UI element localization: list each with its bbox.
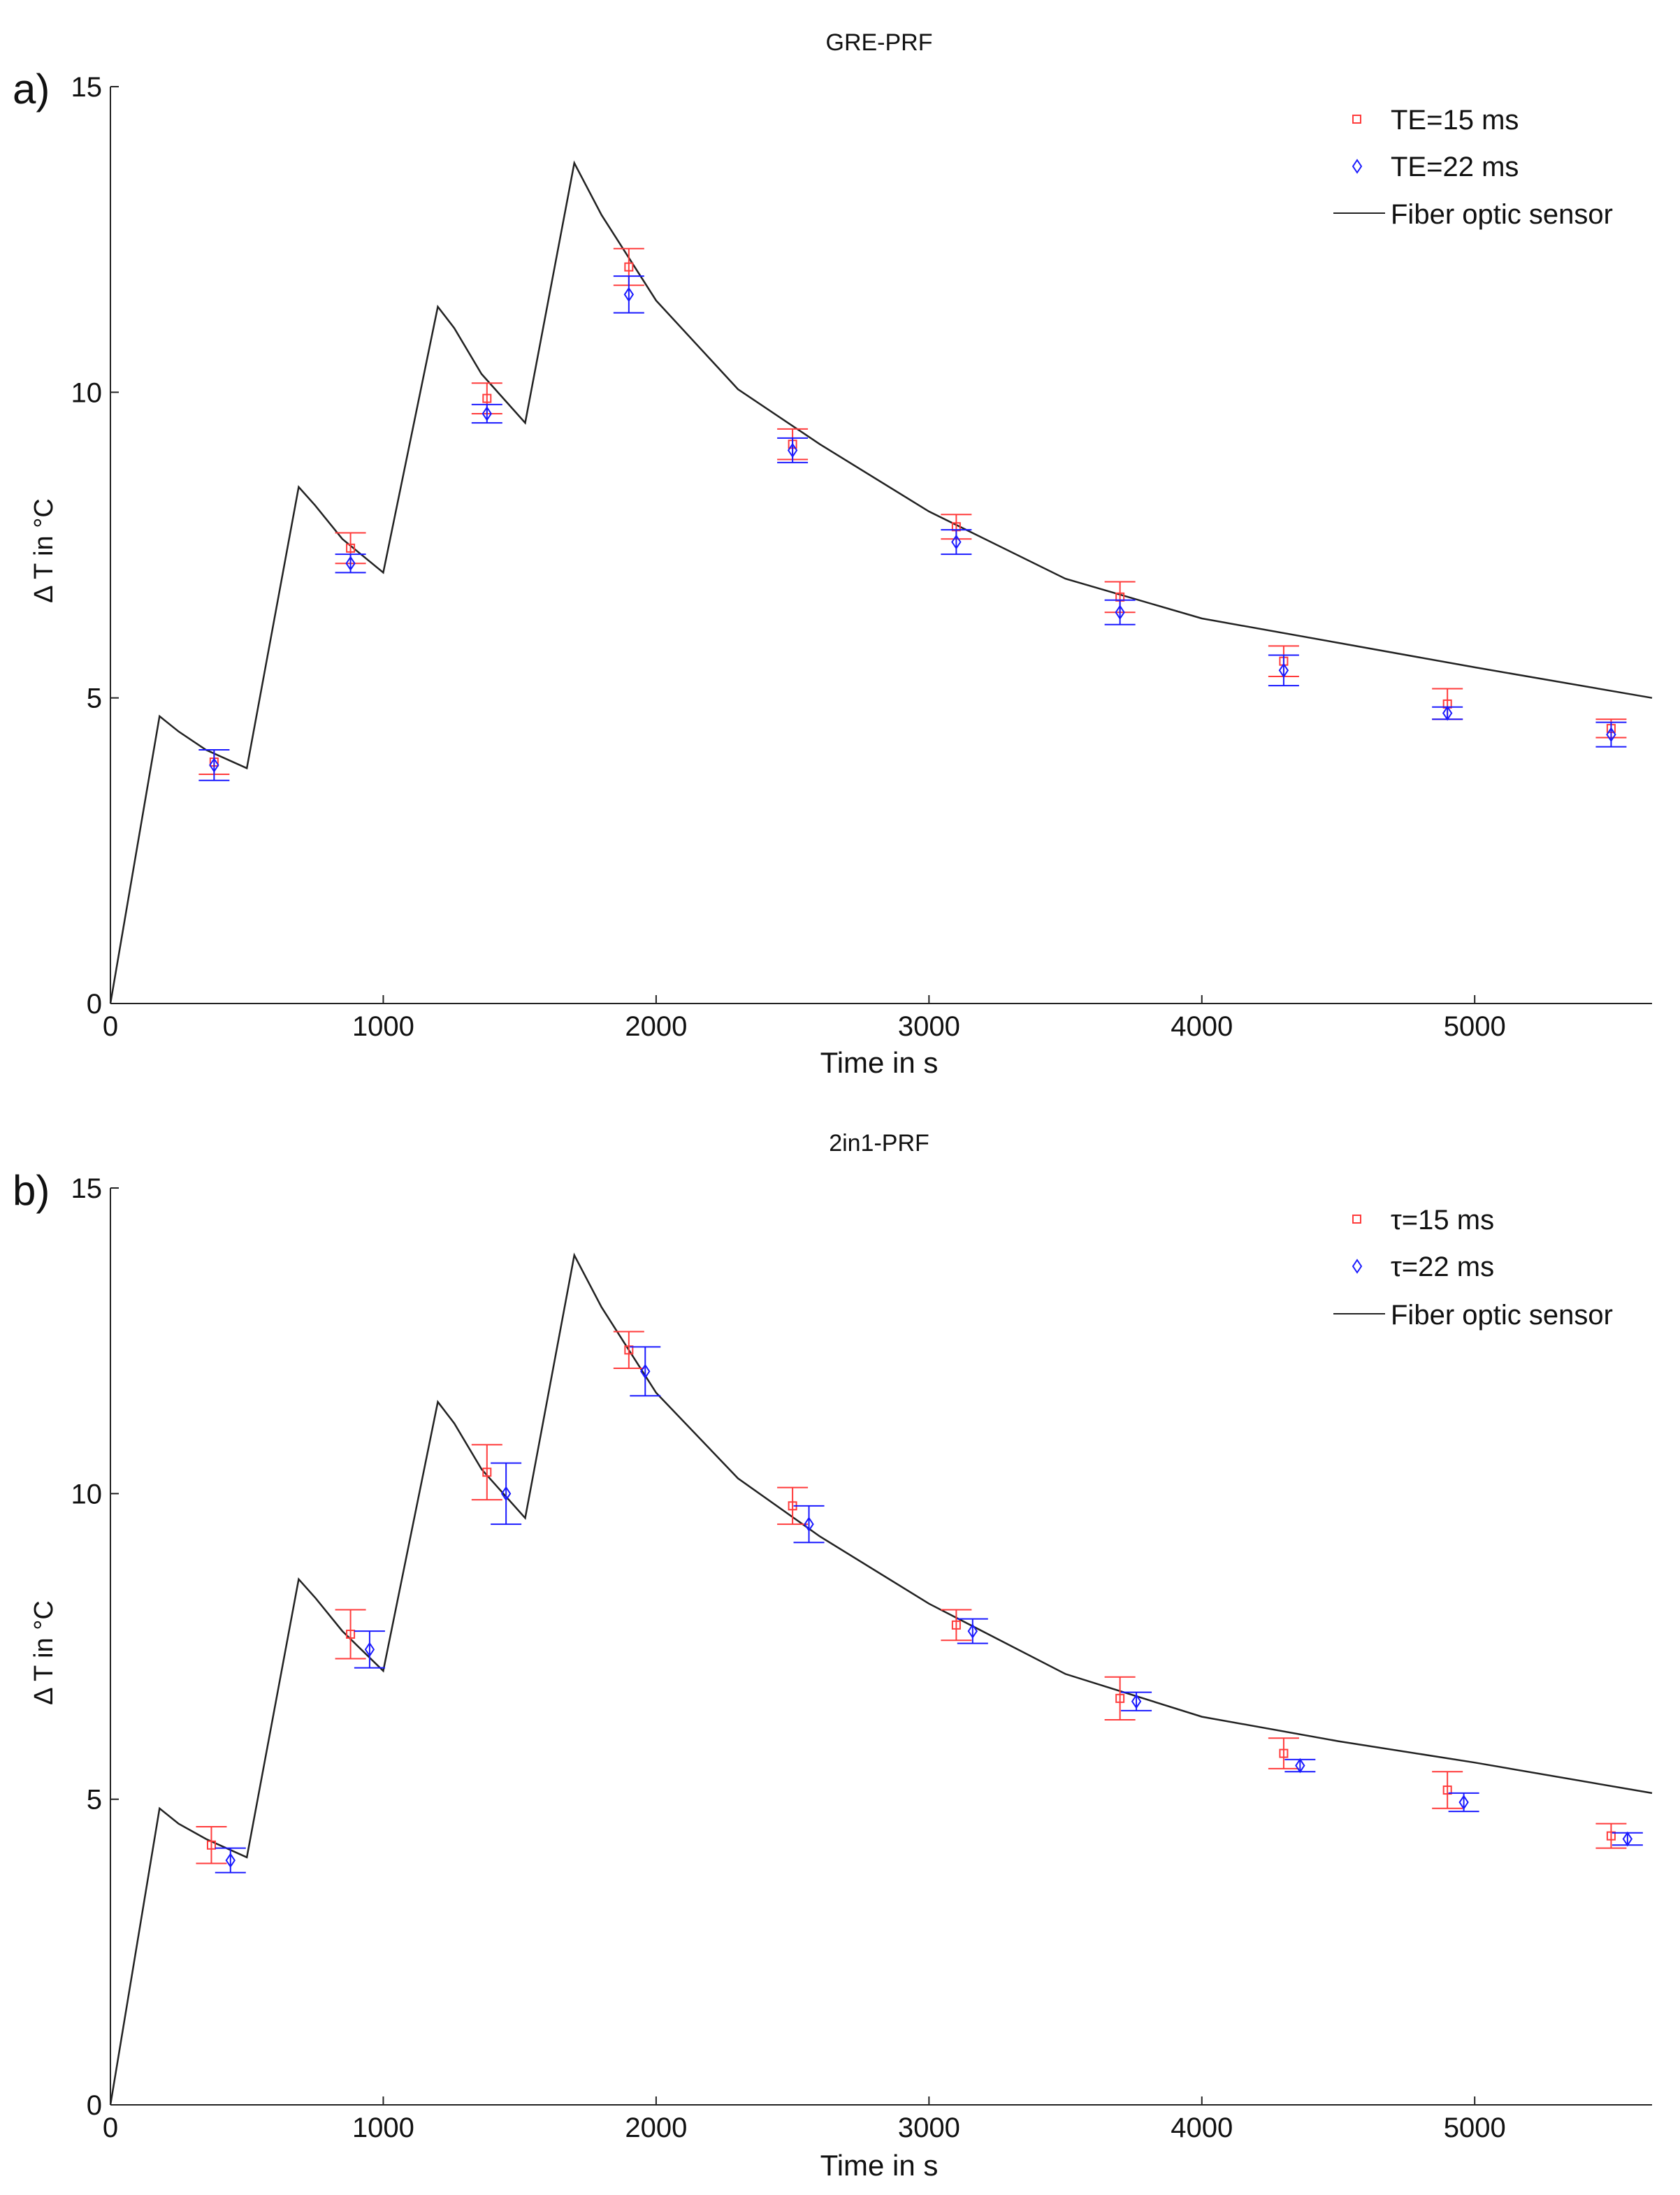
series-2-point: [967, 1623, 978, 1639]
series-2-point: [623, 287, 635, 303]
series-2-point: [481, 406, 493, 421]
series-2-point: [500, 1486, 512, 1502]
series-2-point: [209, 758, 219, 773]
sensor-line: [109, 160, 1653, 1004]
series-1-point: [482, 1468, 492, 1477]
series-1-point: [206, 1840, 216, 1850]
series-2-point: [1131, 1693, 1142, 1709]
series-2-point: [1442, 705, 1453, 721]
series-1-point: [346, 543, 356, 553]
legend-label-series1: TE=15 ms: [1391, 105, 1519, 136]
y-tick-label: 5: [87, 1785, 102, 1816]
legend-marker-series1: [1352, 1215, 1361, 1224]
panel-label: b): [13, 1167, 50, 1214]
x-tick-label: 4000: [1171, 2113, 1233, 2143]
series-1-point: [951, 1620, 961, 1630]
y-tick-label: 15: [71, 72, 103, 103]
legend-label-sensor: Fiber optic sensor: [1391, 1300, 1613, 1331]
panel-b: b) 2in1-PRF Time in s Δ T in °C τ=15 ms …: [13, 1130, 1653, 2182]
x-tick-label: 2000: [625, 1011, 687, 1042]
series-2-point: [1278, 662, 1289, 679]
y-tick-label: 0: [87, 2090, 102, 2121]
series-1-point: [1442, 1785, 1452, 1795]
series-1-point: [1606, 1831, 1616, 1841]
y-axis-label: Δ T in °C: [29, 498, 59, 603]
sensor-line: [109, 1252, 1653, 2106]
x-axis-label: Time in s: [820, 2149, 939, 2182]
legend-label-series2: τ=22 ms: [1391, 1252, 1494, 1282]
series-1-point: [482, 393, 492, 403]
chart-title: 2in1-PRF: [829, 1130, 929, 1157]
series-2-point: [345, 556, 356, 572]
x-tick-label: 3000: [898, 1011, 960, 1042]
x-tick-label: 4000: [1171, 1011, 1233, 1042]
y-tick-label: 15: [71, 1173, 103, 1204]
y-tick-label: 10: [71, 377, 103, 408]
legend: τ=15 ms τ=22 ms Fiber optic sensor: [1333, 1205, 1613, 1331]
x-tick-label: 2000: [625, 2113, 687, 2143]
x-axis-label: Time in s: [820, 1046, 939, 1079]
series-2-point: [787, 442, 798, 458]
x-tick-label: 0: [103, 1011, 118, 1042]
series-1-point: [1115, 1693, 1125, 1703]
y-tick-label: 0: [87, 989, 102, 1020]
series-2-point: [1115, 604, 1125, 621]
x-tick-label: 1000: [352, 2113, 414, 2143]
x-tick-label: 5000: [1444, 1011, 1506, 1042]
series-1-point: [624, 262, 634, 272]
series-1-point: [624, 1345, 634, 1355]
series-2-point: [225, 1853, 236, 1868]
legend-marker-series2: [1352, 1259, 1363, 1274]
x-tick-label: 5000: [1444, 2113, 1506, 2143]
x-tick-label: 0: [103, 2113, 118, 2143]
legend-marker-series1: [1352, 115, 1361, 124]
legend: TE=15 ms TE=22 ms Fiber optic sensor: [1333, 105, 1613, 230]
x-tick-label: 1000: [352, 1011, 414, 1042]
panel-a: a) GRE-PRF Time in s Δ T in °C TE=15 ms …: [13, 29, 1653, 1079]
series-2-point: [640, 1363, 651, 1379]
series-1-point: [1279, 1748, 1289, 1758]
legend-label-series2: TE=22 ms: [1391, 152, 1519, 182]
legend-marker-series2: [1352, 159, 1363, 174]
y-axis-label: Δ T in °C: [29, 1600, 59, 1705]
chart-title: GRE-PRF: [826, 29, 933, 56]
legend-label-series1: τ=15 ms: [1391, 1205, 1494, 1236]
y-tick-label: 5: [87, 683, 102, 714]
series-2-point: [804, 1516, 814, 1532]
series-2-point: [364, 1642, 375, 1658]
series-2-point: [1458, 1795, 1469, 1810]
series-1-point: [346, 1630, 356, 1639]
series-2-point: [951, 534, 962, 550]
series-2-point: [1606, 727, 1616, 742]
legend-label-sensor: Fiber optic sensor: [1391, 199, 1613, 230]
series-2-point: [1622, 1831, 1633, 1847]
panel-label: a): [13, 66, 50, 113]
x-tick-label: 3000: [898, 2113, 960, 2143]
y-tick-label: 10: [71, 1479, 103, 1509]
series-2-point: [1295, 1758, 1305, 1774]
